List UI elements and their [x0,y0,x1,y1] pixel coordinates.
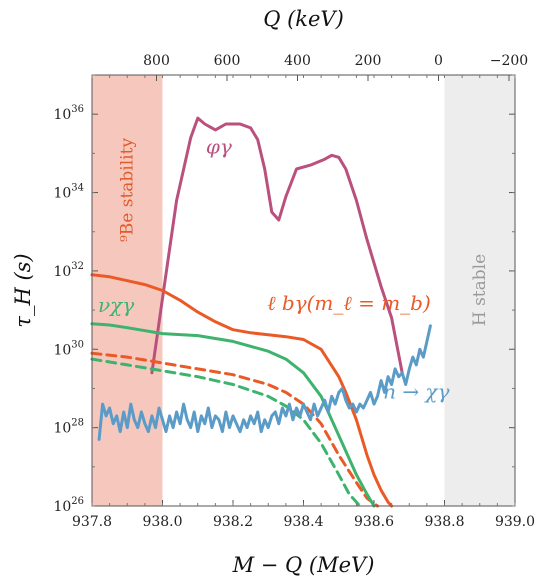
x-tick-label-3: 938.4 [283,514,323,530]
x-tick-label-0: 937.8 [72,514,112,530]
y-tick-exponent: 34 [71,183,84,194]
x2-tick-label-0: 800 [143,53,170,69]
series-line-4 [90,357,362,508]
series-label-3: νχγ [98,293,134,317]
x2-tick-label-2: 400 [284,53,311,69]
y-tick-base: 10 [53,186,71,202]
y-axis-title: τ_H (s) [11,253,35,327]
x-tick-label-4: 938.6 [354,514,394,530]
y-tick-base: 10 [53,499,71,515]
region-1 [444,75,515,506]
series-line-1 [90,273,394,508]
x2-tick-label-3: 200 [355,53,382,69]
series-label-0: φγ [206,134,232,158]
region-label-0: ⁹Be stability [117,138,137,242]
y-tick-label-3: 1032 [53,261,84,280]
y-tick-label-1: 1028 [53,418,84,437]
top-axis-title: Q (keV) [263,7,344,31]
series-lines [90,116,432,508]
series-line-5 [97,324,432,441]
y-tick-base: 10 [53,264,71,280]
y-tick-base: 10 [53,342,71,358]
y-tick-exponent: 28 [71,418,84,429]
x-tick-label-2: 938.2 [213,514,253,530]
x-axis-title: M − Q (MeV) [232,553,375,577]
region-0 [92,75,163,506]
shaded-regions: ⁹Be stability H stable [92,75,515,506]
series-line-2 [90,351,379,508]
y-tick-label-4: 1034 [53,183,84,202]
y-tick-base: 10 [53,421,71,437]
y-tick-label-2: 1030 [53,339,84,358]
x2-tick-label-1: 600 [214,53,241,69]
y-tick-label-0: 1026 [53,496,84,515]
x-tick-label-1: 938.0 [142,514,182,530]
x-tick-label-5: 938.8 [424,514,464,530]
y-tick-exponent: 36 [71,104,84,115]
y-tick-label-5: 1036 [53,104,84,123]
series-line-3 [90,322,376,508]
y-tick-base: 10 [53,107,71,123]
region-label-1: H stable [470,254,490,326]
series-line-0 [150,116,404,375]
series-labels: φγ ℓ bγ(m_ℓ = m_b) νχγ n → χγ [98,134,450,403]
x2-tick-label-4: 0 [434,53,443,69]
series-label-5: n → χγ [383,379,449,403]
series-label-1: ℓ bγ(m_ℓ = m_b) [267,291,431,315]
y-tick-exponent: 30 [71,339,84,350]
axis-ticks: 937.8 938.0 938.2 938.4 938.6 938.8 939.0 800 60… [53,53,535,530]
y-tick-exponent: 32 [71,261,84,272]
y-tick-exponent: 26 [71,496,84,507]
x-tick-label-6: 939.0 [495,514,535,530]
x2-tick-label-5: −200 [490,53,528,69]
